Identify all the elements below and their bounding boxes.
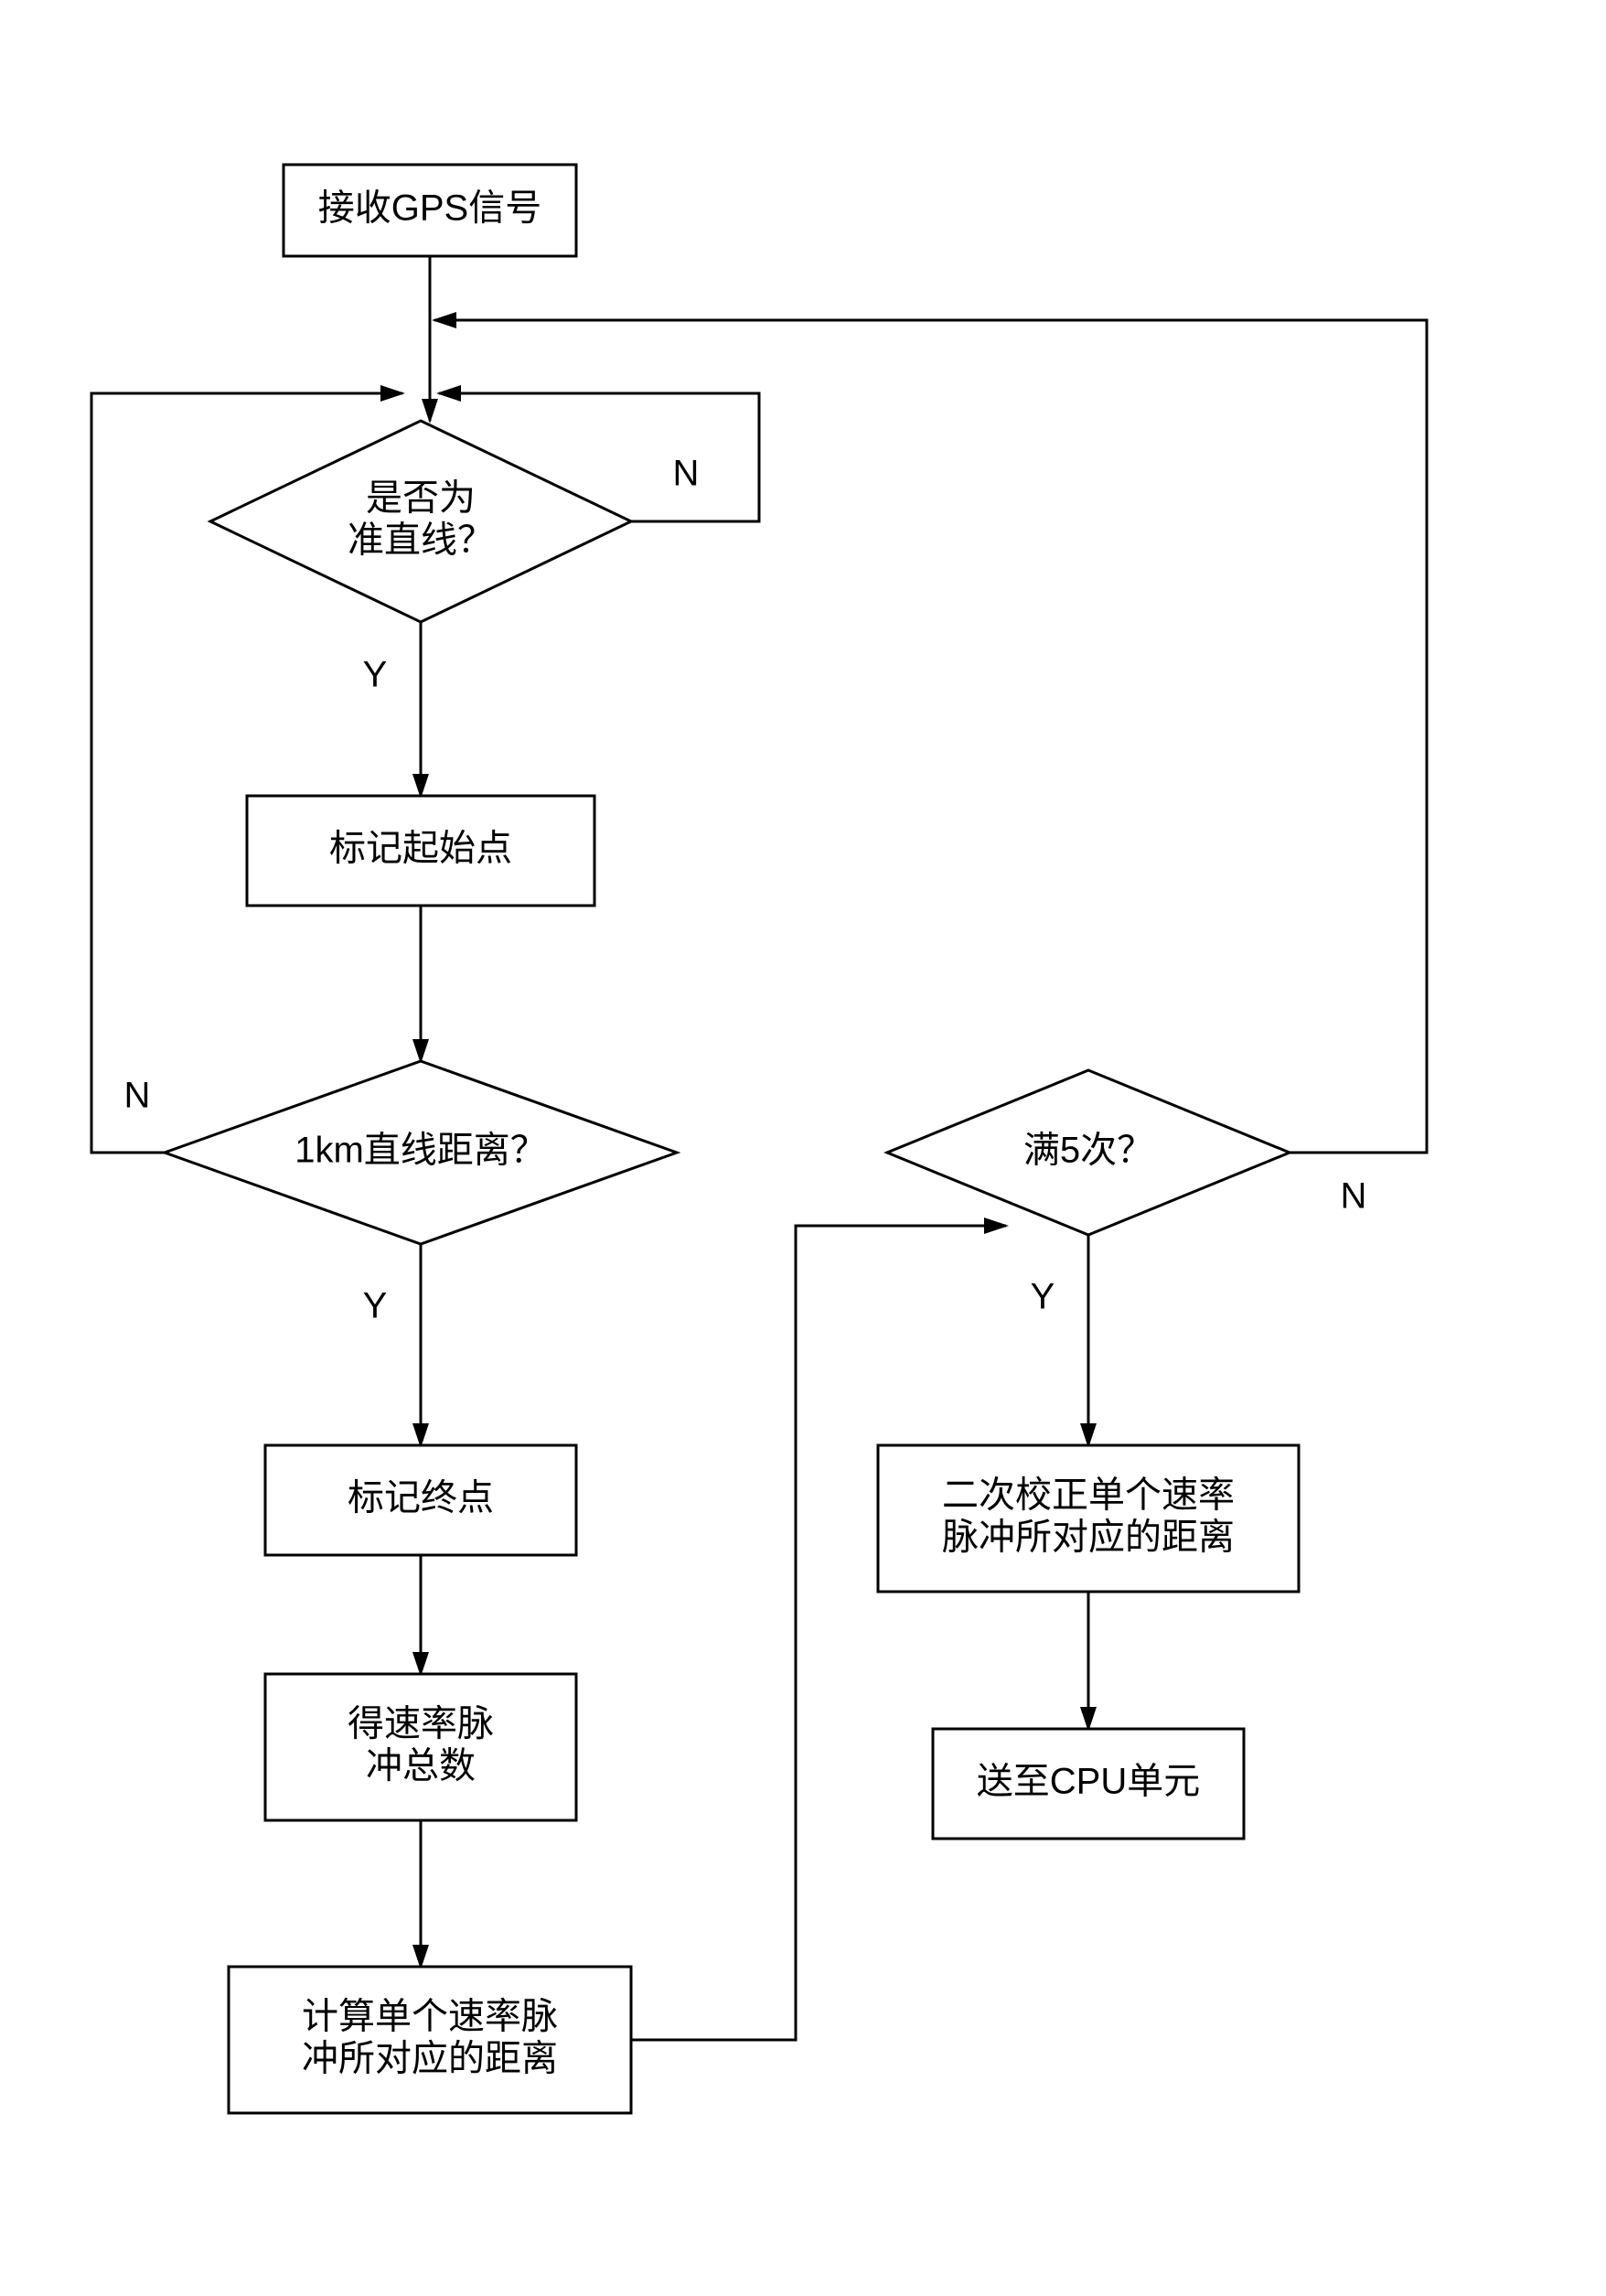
node-text-n7-1: 冲所对应的距离 [302,2039,558,2079]
edge-label-e5: Y [363,1286,388,1326]
node-text-n8-0: 满5次？ [1023,1131,1153,1171]
node-text-n1-0: 接收GPS信号 [318,188,541,229]
node-text-n10-0: 送至CPU单元 [977,1762,1200,1802]
node-text-n9-1: 脉冲所对应的距离 [942,1518,1235,1558]
edge-label-e2: Y [363,655,388,695]
edge-label-e6: N [124,1076,151,1116]
edge-e11 [434,320,1427,1153]
node-text-n2-0: 是否为 [366,478,476,519]
node-text-n9-0: 二次校正单个速率 [942,1475,1235,1516]
node-text-n3-0: 标记起始点 [329,829,512,869]
edge-label-e11: N [1341,1176,1367,1217]
node-text-n2-1: 准直线？ [348,520,494,561]
node-text-n4-0: 1km直线距离？ [294,1131,547,1171]
node-text-n6-1: 冲总数 [366,1746,476,1786]
edge-label-e10: Y [1031,1277,1055,1317]
node-text-n7-0: 计算单个速率脉 [302,1997,558,2037]
node-text-n6-0: 得速率脉 [348,1704,494,1744]
node-text-n5-0: 标记终点 [348,1478,494,1518]
edge-label-e3: N [673,454,700,494]
flowchart: Y N Y N Y N 接收GPS信号是否为准直线？ 标记起始点 1km直线距离？ 标记终点得速率… [0,0,1606,2296]
edge-e9 [631,1226,1006,2040]
